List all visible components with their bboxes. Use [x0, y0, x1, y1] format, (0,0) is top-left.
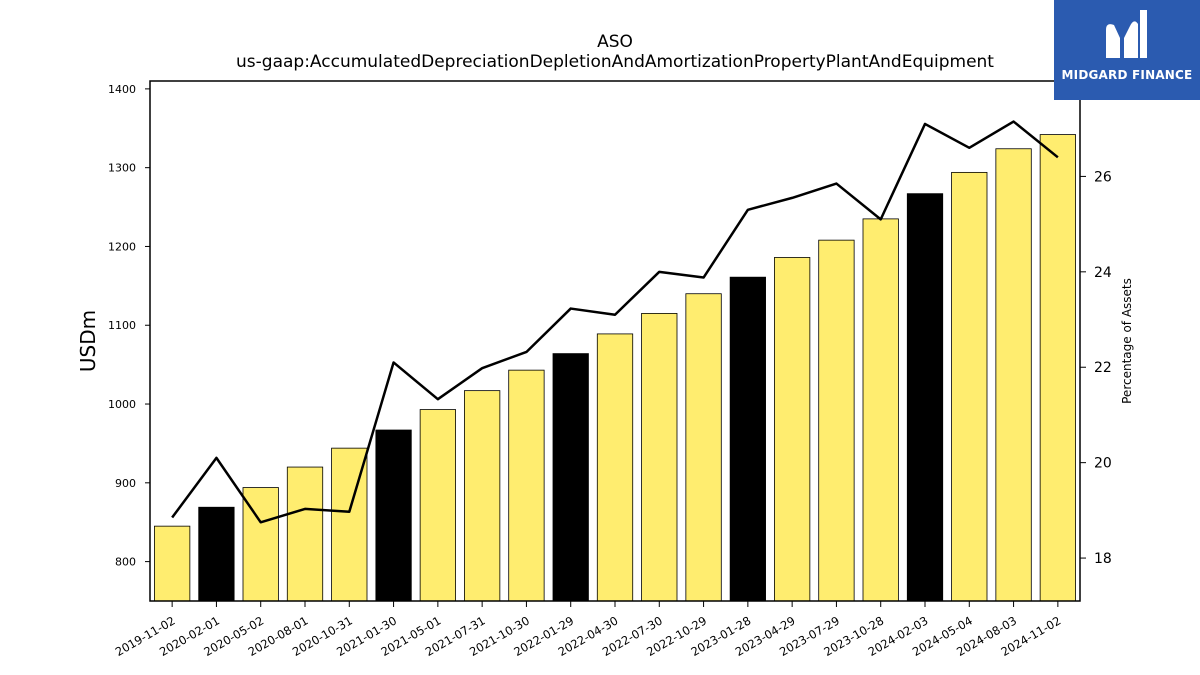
bar-2022-01-29 — [552, 353, 589, 602]
y2-tick-label: 26 — [1094, 169, 1112, 185]
bars-layer — [154, 134, 1076, 602]
y-tick-label: 1400 — [108, 83, 136, 96]
x-axis-ticks: 2019-11-022020-02-012020-05-022020-08-01… — [113, 601, 1063, 659]
bar-2024-11-02 — [1039, 134, 1076, 602]
line-layer — [171, 120, 1059, 524]
y-tick-label: 1000 — [108, 398, 136, 411]
bar-2023-01-28 — [729, 276, 766, 602]
right-axis-ticks: 18 20 22 24 26 — [1080, 169, 1112, 567]
y2-axis-label: Percentage of Assets — [1120, 278, 1134, 404]
y2-tick-label: 24 — [1094, 265, 1112, 281]
y-tick-label: 800 — [115, 556, 136, 569]
bar-2019-11-02 — [154, 525, 191, 602]
bar-2022-04-30 — [596, 333, 634, 602]
bar-2022-10-29 — [685, 293, 722, 602]
bar-2023-04-29 — [774, 257, 811, 602]
left-axis-ticks: 800 900 1000 1100 1200 1300 1400 — [108, 83, 150, 569]
logo-text: MIDGARD FINANCE — [1061, 68, 1193, 82]
brand-logo: MIDGARD FINANCE — [1054, 0, 1200, 100]
bar-2020-08-01 — [286, 466, 324, 602]
percentage-line — [171, 120, 1059, 524]
bar-2023-10-28 — [862, 218, 899, 602]
bar-2024-02-03 — [906, 193, 944, 602]
bar-2024-08-03 — [995, 148, 1032, 602]
logo-mark-icon — [1106, 10, 1147, 59]
y-axis-label: USDm — [76, 310, 100, 372]
y-tick-label: 1100 — [108, 319, 136, 332]
bar-2021-10-30 — [508, 369, 545, 602]
bar-2024-05-04 — [951, 171, 988, 602]
y-tick-label: 900 — [115, 477, 136, 490]
y-tick-label: 1300 — [108, 162, 136, 175]
bar-2023-07-29 — [818, 239, 855, 602]
chart-title: ASO — [597, 32, 633, 52]
bar-2021-05-01 — [419, 409, 456, 602]
y2-tick-label: 18 — [1094, 551, 1112, 567]
bar-2021-07-31 — [464, 390, 501, 602]
chart-subtitle: us-gaap:AccumulatedDepreciationDepletion… — [236, 52, 994, 72]
y-tick-label: 1200 — [108, 240, 136, 253]
y2-tick-label: 20 — [1094, 456, 1112, 472]
y2-tick-label: 22 — [1094, 360, 1112, 376]
bar-2021-01-30 — [375, 429, 412, 602]
bar-2020-02-01 — [198, 506, 235, 602]
bar-2022-07-30 — [641, 313, 678, 602]
